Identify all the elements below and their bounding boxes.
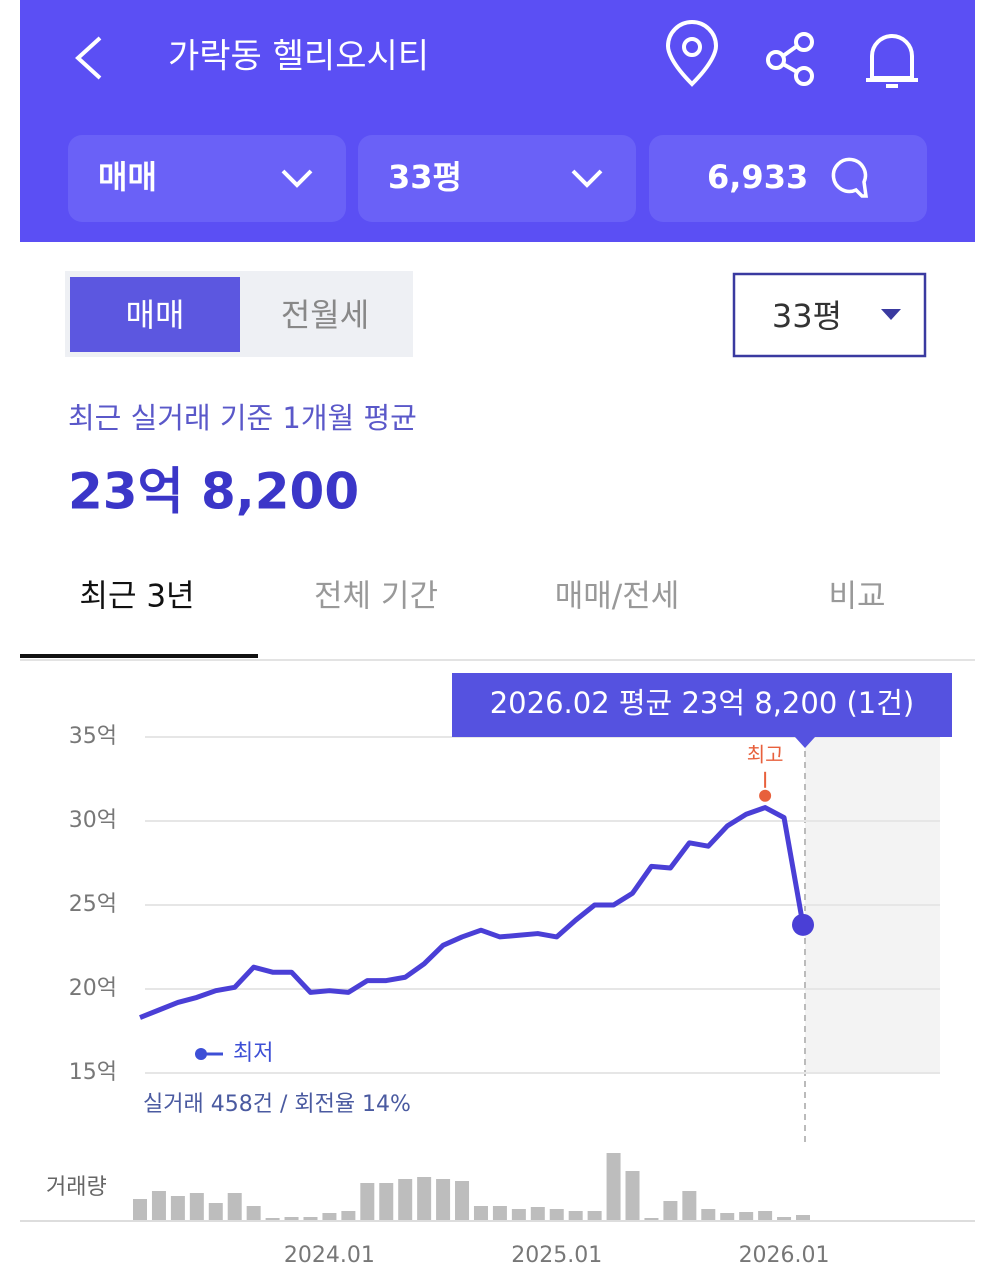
y-tick-label: 25억 [69, 892, 117, 917]
volume-bar [398, 1179, 413, 1221]
bell-icon[interactable] [866, 34, 918, 88]
filter-label: 6,933 [707, 158, 808, 196]
volume-bar [341, 1211, 356, 1221]
volume-bar [682, 1191, 697, 1221]
volume-bar [322, 1213, 337, 1221]
size-label: 33평 [772, 297, 842, 335]
dropdown-arrow [881, 309, 901, 320]
x-tick-label: 2024.01 [284, 1243, 375, 1268]
filter-box[interactable] [358, 135, 636, 222]
volume-bar [720, 1213, 735, 1221]
tooltip-box [452, 673, 952, 737]
tooltip-text: 2026.02 평균 23억 8,200 (1건) [490, 686, 915, 720]
volume-bar [189, 1193, 204, 1221]
toggle-option[interactable]: 매매 [126, 296, 185, 334]
filter-box[interactable] [68, 135, 346, 222]
tooltip-pointer [795, 737, 815, 748]
period-tab[interactable]: 매매/전세 [555, 579, 680, 615]
volume-bar [511, 1209, 526, 1221]
x-tick-label: 2025.01 [511, 1243, 602, 1268]
toggle-selected[interactable] [70, 277, 240, 352]
comment-icon [831, 157, 869, 198]
volume-bar [284, 1217, 299, 1221]
volume-bar [758, 1211, 773, 1221]
filter-label: 매매 [98, 158, 157, 196]
size-dropdown[interactable] [732, 272, 927, 358]
volume-bar [644, 1218, 659, 1221]
volume-bar [455, 1181, 470, 1221]
volume-bar [265, 1218, 280, 1221]
volume-bar [246, 1206, 261, 1221]
current-point [792, 913, 814, 936]
volume-bar [133, 1199, 147, 1221]
volume-bar [417, 1177, 432, 1221]
volume-bar [777, 1217, 792, 1221]
summary-label: 최근 실거래 기준 1개월 평균 [68, 401, 417, 435]
period-tab[interactable]: 최근 3년 [79, 579, 194, 615]
price-line [139, 805, 806, 1020]
share-icon[interactable] [766, 32, 814, 86]
x-tick-label: 2026.01 [739, 1243, 830, 1268]
filter-label: 33평 [388, 158, 462, 196]
header-title: 가락동 헬리오시티 [168, 37, 429, 77]
volume-bar [473, 1206, 488, 1221]
location-icon[interactable] [665, 20, 719, 87]
volume-bar [170, 1196, 185, 1221]
volume-bar [625, 1171, 640, 1221]
header-icons [665, 20, 918, 88]
volume-bar [360, 1183, 375, 1221]
volume-bar [151, 1191, 166, 1221]
volume-bar [492, 1206, 507, 1221]
volume-bar [739, 1212, 754, 1221]
high-point [759, 789, 772, 802]
volume-bar [796, 1215, 810, 1221]
high-label: 최고 [747, 742, 784, 766]
volume-bar [606, 1153, 621, 1221]
volume-bar [227, 1193, 242, 1221]
y-tick-label: 20억 [69, 976, 117, 1001]
filter-box[interactable] [649, 135, 927, 222]
toggle-option[interactable]: 전월세 [281, 296, 369, 334]
volume-bar [701, 1209, 716, 1221]
y-tick-label: 30억 [69, 808, 117, 833]
y-tick-label: 15억 [69, 1060, 117, 1085]
summary-price: 23억 8,200 [68, 463, 359, 521]
location-icon-dot [682, 37, 702, 57]
volume-bar [663, 1201, 678, 1221]
volume-label: 거래량 [46, 1175, 107, 1200]
stats: 실거래 458건 / 회전율 14% [143, 1092, 411, 1117]
volume-bar [436, 1179, 451, 1221]
plot: 15억 20억 25억 30억 35억 2024.01 2025.01 2026.01 최고 [69, 724, 940, 1268]
volume-bar [549, 1209, 564, 1221]
y-tick-label: 35억 [69, 724, 117, 749]
volume-bar [208, 1203, 223, 1221]
volume-bar [568, 1211, 583, 1221]
volume-bar [379, 1183, 394, 1221]
period-tab[interactable]: 비교 [828, 579, 885, 615]
volume-bar [530, 1207, 545, 1221]
low-label: 최저 [233, 1041, 273, 1066]
chevron [281, 169, 603, 188]
volume-bar [587, 1211, 602, 1221]
period-tab[interactable]: 전체 기간 [314, 579, 438, 615]
volume-bar [303, 1217, 318, 1221]
back-button[interactable] [75, 36, 102, 80]
